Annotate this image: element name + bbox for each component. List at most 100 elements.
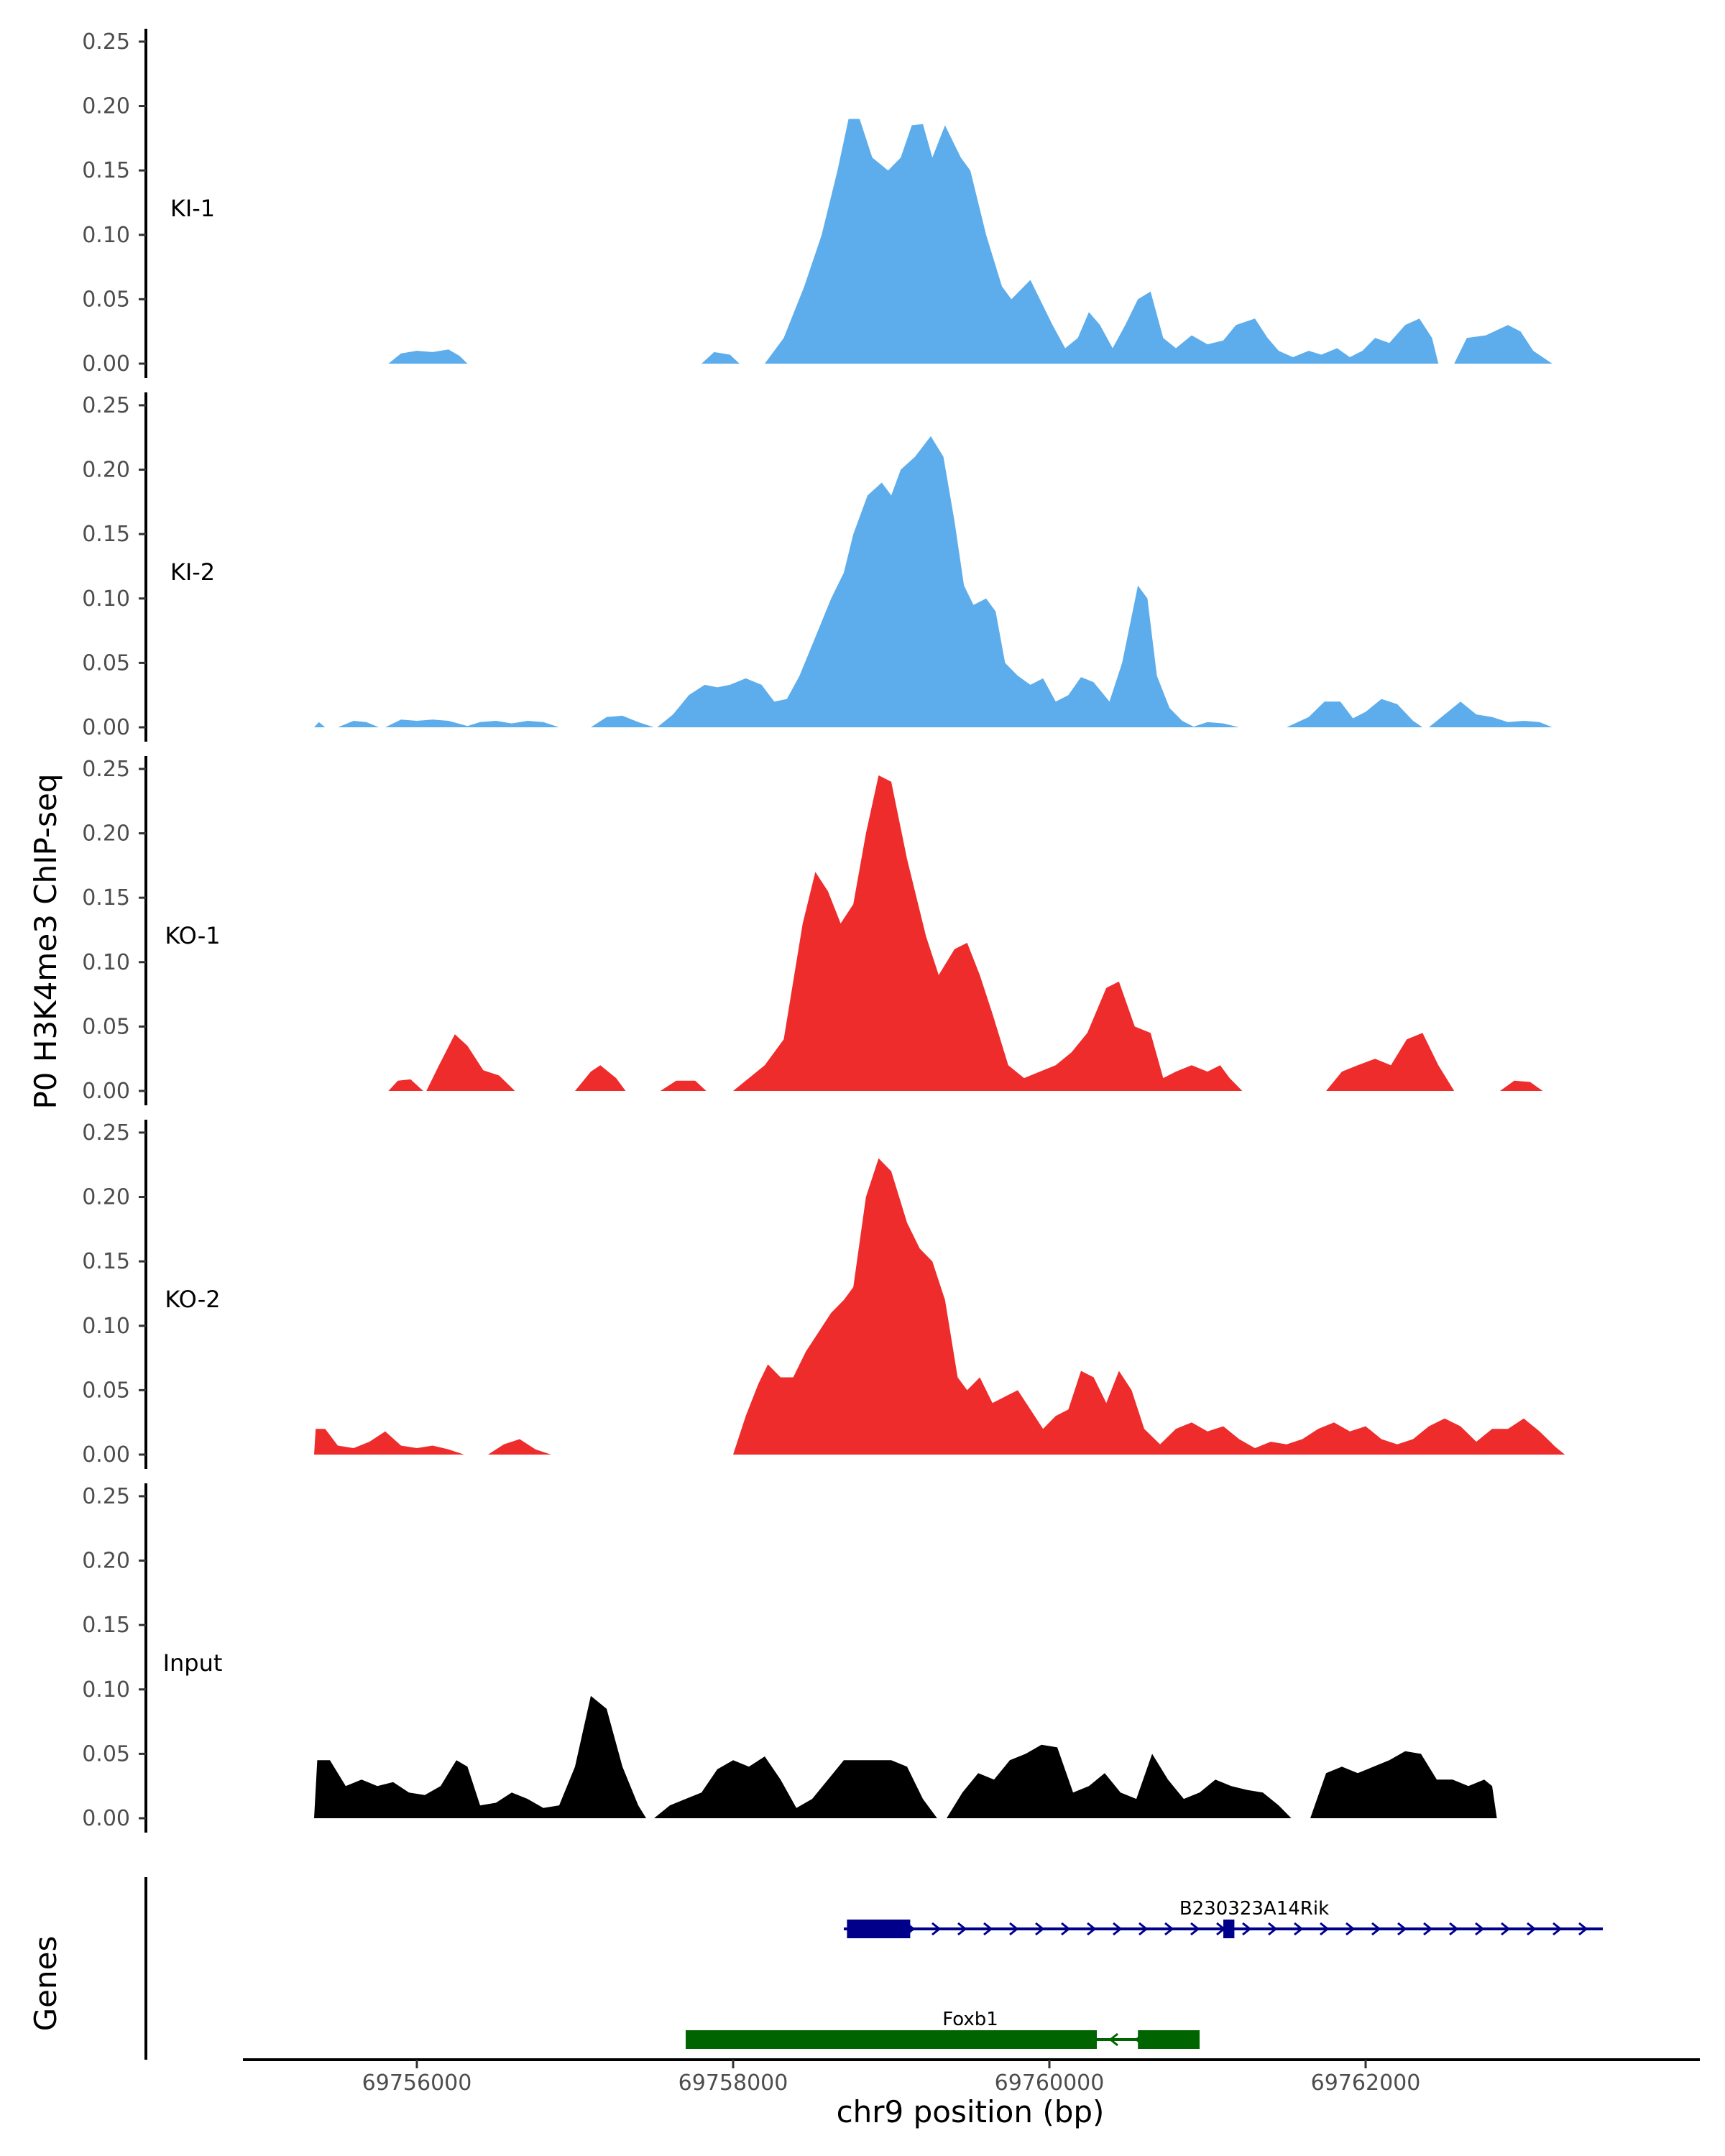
- strand-arrow: [1397, 1922, 1407, 1936]
- y-tick-label: 0.15: [82, 522, 130, 547]
- signal-area: [702, 351, 740, 364]
- gene-exon: [1138, 2030, 1200, 2049]
- y-axis-title: P0 H3K4me3 ChIP-seq: [28, 773, 63, 1109]
- gene-exon: [1223, 1920, 1235, 1938]
- y-tick-label: 0.25: [82, 1484, 130, 1509]
- y-tick-label: 0.15: [82, 885, 130, 911]
- strand-arrow: [983, 1922, 993, 1936]
- strand-arrow: [1242, 1922, 1252, 1936]
- strand-arrow: [932, 1922, 942, 1936]
- y-tick-label: 0.10: [82, 223, 130, 248]
- y-tick-label: 0.05: [82, 1378, 130, 1403]
- x-axis: 69756000 69758000 69760000 69762000: [243, 2058, 1700, 2096]
- track-ki-2: 0.00 0.05 0.10 0.15 0.20 0.25 KI-2: [82, 392, 1552, 742]
- signal-area: [1454, 325, 1552, 364]
- signal-area: [388, 349, 468, 364]
- y-tick-label: 0.00: [82, 1442, 130, 1468]
- y-tick-label: 0.25: [82, 1120, 130, 1146]
- signal-area: [733, 1158, 1565, 1455]
- y-tick-label: 0.20: [82, 458, 130, 483]
- y-tick-label: 0.05: [82, 1014, 130, 1039]
- y-tick-label: 0.20: [82, 94, 130, 119]
- track-label: Input: [163, 1649, 223, 1677]
- signal-area: [654, 1756, 937, 1818]
- y-tick-label: 0.10: [82, 1677, 130, 1703]
- y-tick-label: 0.00: [82, 715, 130, 740]
- y-tick-label: 0.00: [82, 351, 130, 377]
- strand-arrow: [1035, 1922, 1045, 1936]
- strand-arrow: [1423, 1922, 1433, 1936]
- strand-arrow: [957, 1922, 967, 1936]
- y-tick-label: 0.10: [82, 586, 130, 612]
- strand-arrow: [1061, 1922, 1071, 1936]
- signal-area: [1326, 1033, 1455, 1091]
- strand-arrow: [1164, 1922, 1174, 1936]
- x-tick-label: 69760000: [995, 2070, 1105, 2096]
- strand-arrow: [1578, 1922, 1588, 1936]
- track-label: KO-1: [165, 922, 220, 949]
- signal-area: [1287, 699, 1423, 727]
- y-tick-label: 0.05: [82, 287, 130, 312]
- strand-arrow: [1138, 1922, 1149, 1936]
- strand-arrow: [1320, 1922, 1330, 1936]
- track-ki-1: 0.00 0.05 0.10 0.15 0.20 0.25 KI-1: [82, 29, 1552, 378]
- strand-arrow: [1268, 1922, 1278, 1936]
- strand-arrow: [1475, 1922, 1485, 1936]
- signal-area: [388, 1079, 423, 1091]
- y-tick-label: 0.10: [82, 950, 130, 975]
- signal-area: [733, 775, 1243, 1091]
- track-input: 0.00 0.05 0.10 0.15 0.20 0.25 Input: [82, 1483, 1497, 1833]
- x-tick-label: 69758000: [678, 2070, 788, 2096]
- gene-foxb1: Foxb1: [686, 2009, 1200, 2049]
- signal-area: [657, 436, 1195, 727]
- gene-b230323a14rik: B230323A14Rik: [844, 1898, 1603, 1938]
- strand-arrow: [1371, 1922, 1381, 1936]
- signal-area: [1500, 1080, 1543, 1091]
- y-tick-label: 0.00: [82, 1806, 130, 1831]
- signal-area: [314, 722, 326, 727]
- x-tick-label: 69756000: [362, 2070, 472, 2096]
- signal-area: [1192, 722, 1239, 727]
- strand-arrow: [1009, 1922, 1019, 1936]
- y-tick-label: 0.20: [82, 1185, 130, 1210]
- strand-arrow: [1346, 1922, 1356, 1936]
- track-label: KI-2: [170, 558, 215, 586]
- y-tick-label: 0.25: [82, 29, 130, 55]
- signal-area: [1310, 1751, 1497, 1818]
- track-label: KO-2: [165, 1286, 220, 1313]
- y-tick-label: 0.10: [82, 1314, 130, 1339]
- y-tick-label: 0.20: [82, 821, 130, 847]
- signal-area: [488, 1439, 551, 1455]
- x-tick-label: 69762000: [1311, 2070, 1421, 2096]
- y-tick-label: 0.15: [82, 158, 130, 183]
- signal-area: [338, 721, 380, 727]
- y-tick-label: 0.25: [82, 757, 130, 782]
- y-tick-label: 0.20: [82, 1549, 130, 1574]
- gene-exon: [847, 1920, 911, 1938]
- signal-area: [765, 119, 1439, 364]
- gene-label: Foxb1: [942, 2009, 998, 2030]
- signal-area: [947, 1744, 1292, 1818]
- y-tick-label: 0.05: [82, 1741, 130, 1766]
- strand-arrow: [1108, 2032, 1118, 2047]
- gene-label: B230323A14Rik: [1179, 1898, 1329, 1920]
- y-tick-label: 0.15: [82, 1613, 130, 1638]
- signal-area: [660, 1080, 707, 1091]
- y-tick-label: 0.05: [82, 650, 130, 676]
- strand-arrow: [1294, 1922, 1304, 1936]
- strand-arrow: [1449, 1922, 1459, 1936]
- strand-arrow: [1552, 1922, 1563, 1936]
- y-tick-label: 0.15: [82, 1249, 130, 1274]
- strand-arrow: [1190, 1922, 1200, 1936]
- signal-area: [1429, 701, 1552, 727]
- track-ko-2: 0.00 0.05 0.10 0.15 0.20 0.25 KO-2: [82, 1120, 1565, 1469]
- strand-arrow: [1501, 1922, 1511, 1936]
- strand-arrow: [1087, 1922, 1097, 1936]
- strand-arrow: [1113, 1922, 1123, 1936]
- track-ko-1: 0.00 0.05 0.10 0.15 0.20 0.25 KO-1: [82, 756, 1543, 1105]
- signal-area: [426, 1034, 515, 1091]
- gene-exon: [686, 2030, 1097, 2049]
- y-tick-label: 0.00: [82, 1079, 130, 1104]
- signal-area: [385, 719, 559, 727]
